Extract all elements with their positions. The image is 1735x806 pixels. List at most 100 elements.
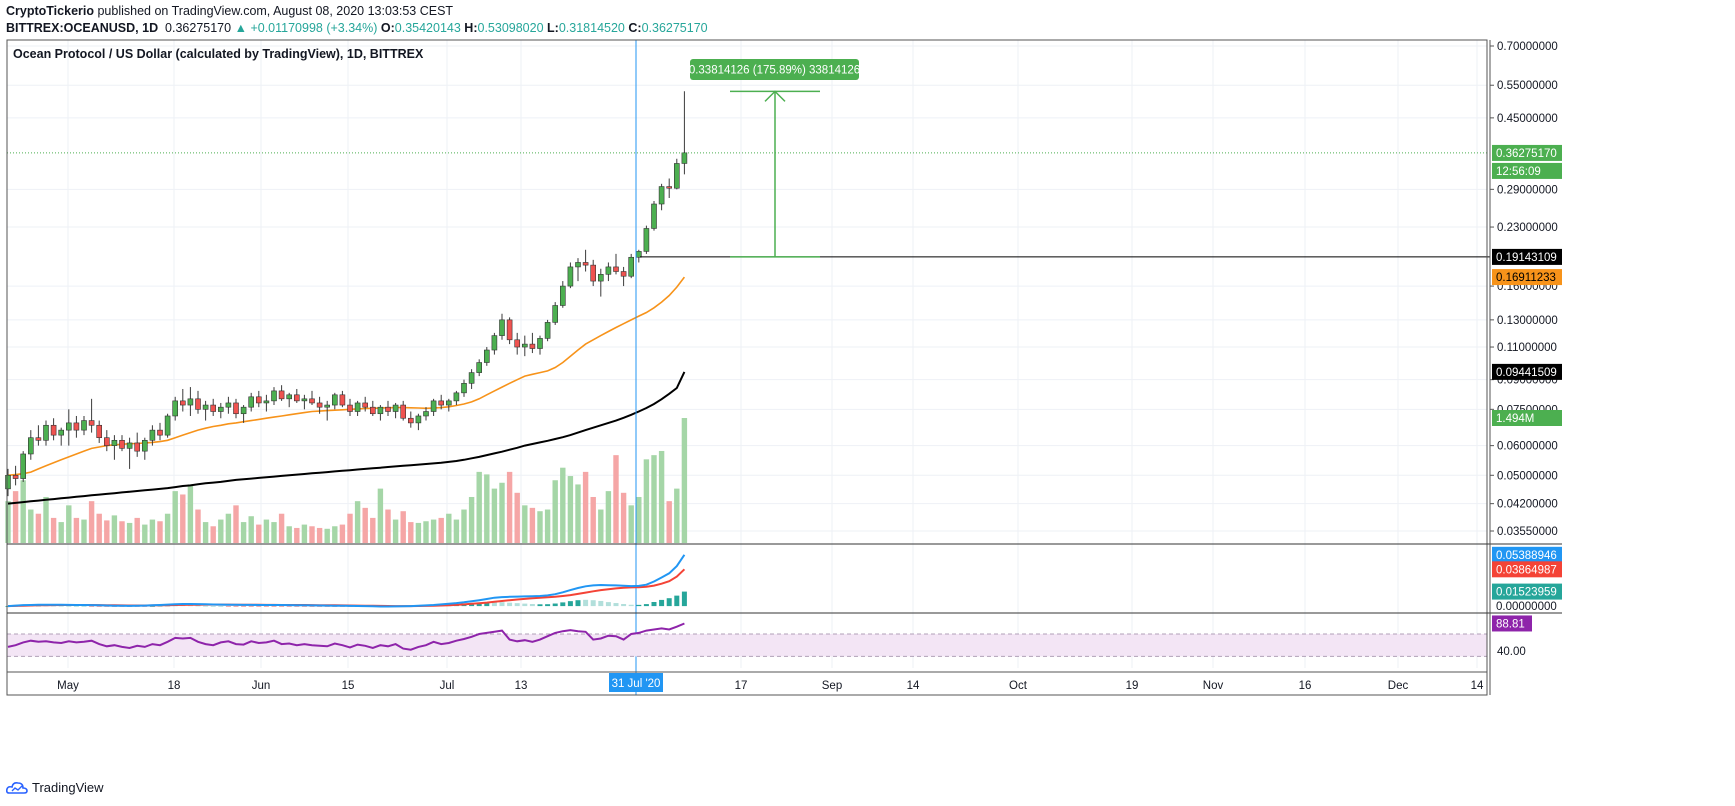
volume-bar xyxy=(180,494,186,543)
candle-body xyxy=(445,400,452,406)
candle-body xyxy=(88,420,95,426)
volume-bar xyxy=(674,488,680,543)
macd-histogram-bar xyxy=(681,591,687,607)
volume-bar xyxy=(636,496,642,543)
countdown-tag: 12:56:09 xyxy=(1496,166,1541,178)
ma-long-tag-box xyxy=(1492,363,1562,380)
volume-bar xyxy=(666,501,672,543)
candle-body xyxy=(354,402,361,412)
macd-histogram-bar xyxy=(651,602,657,607)
volume-bar xyxy=(537,511,543,543)
candle-body xyxy=(309,398,315,404)
macd-histogram-bar xyxy=(58,605,64,607)
macd-histogram-bar xyxy=(499,602,505,607)
time-axis-label: 15 xyxy=(342,680,355,692)
volume-bar xyxy=(590,496,596,543)
volume-bar xyxy=(309,526,315,543)
volume-bar xyxy=(58,522,64,543)
candle-body xyxy=(301,398,308,402)
price-chart[interactable]: 0.33814126 (175.89%) 33814126 Ocean Proto… xyxy=(0,0,1735,775)
candle-body xyxy=(164,415,171,436)
candle-body xyxy=(210,404,216,412)
volume-bar xyxy=(111,515,118,543)
price-axis-label: 0.04200000 xyxy=(1497,499,1558,511)
candle-body xyxy=(620,271,627,277)
volume-bar xyxy=(370,517,376,543)
publisher-name[interactable]: CryptoTickerio xyxy=(6,4,94,18)
volume-bar xyxy=(5,501,11,543)
candle-body xyxy=(27,437,34,455)
open-label: O: xyxy=(380,21,395,35)
candle-body xyxy=(104,437,110,446)
symbol-name[interactable]: BITTREX:OCEANUSD, 1D xyxy=(6,21,159,35)
candle-body xyxy=(521,343,528,348)
candle-body xyxy=(66,422,72,431)
macd-histogram-bar xyxy=(149,606,155,607)
macd-histogram-bar xyxy=(491,602,497,607)
macd-axis-label: 0.03864987 xyxy=(1496,564,1557,576)
candle-body xyxy=(392,404,399,412)
candle-body xyxy=(567,266,574,287)
candle-body xyxy=(400,404,407,419)
macd-histogram-bar xyxy=(545,604,551,607)
volume-bar xyxy=(35,513,42,543)
volume-bar xyxy=(385,509,391,543)
macd-histogram-bar xyxy=(613,603,619,607)
candle-body xyxy=(643,228,650,252)
volume-bar xyxy=(408,522,414,543)
ma-long-tag: 0.09441509 xyxy=(1496,367,1557,379)
macd-histogram-bar xyxy=(5,606,11,607)
ma-long-line xyxy=(7,371,686,505)
candle-body xyxy=(461,383,467,394)
plot-frame xyxy=(6,39,1488,696)
volume-bar xyxy=(514,492,520,543)
macd-tag-box xyxy=(1492,561,1562,578)
candle-body xyxy=(483,349,490,363)
volume-bar xyxy=(286,526,292,543)
volume-bar xyxy=(50,517,57,543)
macd-histogram-bar xyxy=(522,603,528,607)
volume-bar xyxy=(278,513,285,543)
candle-body xyxy=(20,453,27,479)
candle-body xyxy=(35,437,42,441)
volume-bar xyxy=(643,459,650,543)
volume-bar xyxy=(354,501,361,543)
macd-histogram-bar xyxy=(225,606,231,607)
last-price-tag: 0.36275170 xyxy=(1496,148,1557,160)
candle-body xyxy=(362,402,369,408)
footer-brand[interactable]: TradingView xyxy=(6,780,104,795)
candle-body xyxy=(377,406,384,415)
time-axis-label: 16 xyxy=(1299,680,1312,692)
candle-body xyxy=(225,402,232,408)
volume-bar xyxy=(248,516,254,543)
volume-bar xyxy=(142,524,148,543)
rsi-value-tag: 88.81 xyxy=(1496,618,1525,630)
time-axis-label: Nov xyxy=(1203,680,1224,692)
volume-bar xyxy=(499,482,505,543)
candle-body xyxy=(316,402,323,408)
macd-axis-label: 0.01523959 xyxy=(1496,587,1557,599)
price-axis-label: 0.29000000 xyxy=(1497,184,1558,196)
volume-bar xyxy=(225,513,232,543)
volume-bar xyxy=(66,505,72,543)
macd-histogram-bar xyxy=(643,604,649,607)
volume-bar xyxy=(415,522,422,543)
candle-body xyxy=(111,439,118,446)
macd-histogram-bar xyxy=(279,606,285,607)
price-axis-label: 0.55000000 xyxy=(1497,80,1558,92)
candle-body xyxy=(331,394,338,406)
price-axis-label: 0.11000000 xyxy=(1497,342,1557,354)
time-axis-label: 14 xyxy=(907,680,920,692)
chart-title: Ocean Protocol / US Dollar (calculated b… xyxy=(13,47,424,61)
volume-bar xyxy=(20,480,26,543)
macd-histogram-bar xyxy=(529,604,535,607)
macd-histogram-bar xyxy=(514,603,520,607)
volume-bar xyxy=(582,471,589,543)
volume-bar xyxy=(347,513,353,543)
volume-bar xyxy=(392,519,399,543)
volume-bar xyxy=(339,524,346,543)
candle-body xyxy=(651,203,657,229)
volume-bar xyxy=(28,509,34,543)
time-axis-label: Dec xyxy=(1388,680,1409,692)
volume-bar xyxy=(316,527,323,543)
